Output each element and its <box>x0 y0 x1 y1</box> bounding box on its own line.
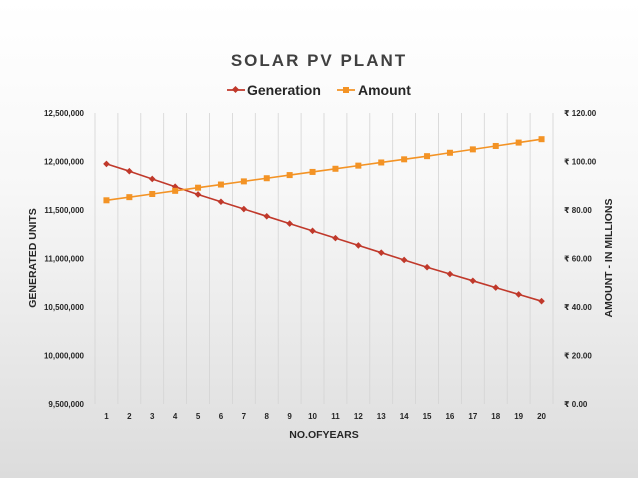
x-tick-label: 13 <box>377 412 386 421</box>
data-point-generation <box>538 297 545 305</box>
data-point-generation <box>332 234 339 242</box>
x-tick-label: 11 <box>331 412 340 421</box>
legend-generation-label: Generation <box>247 82 321 98</box>
x-tick-label: 18 <box>491 412 500 421</box>
data-point-generation <box>126 167 133 175</box>
y2-tick-label: ₹ 20.00 <box>564 352 592 361</box>
data-point-amount <box>446 149 453 156</box>
data-point-generation <box>309 227 316 235</box>
y2-tick-label: ₹ 100.00 <box>564 158 597 167</box>
data-point-generation <box>148 175 156 183</box>
data-point-amount <box>355 162 362 169</box>
data-point-generation <box>240 205 248 213</box>
y-tick-label: 10,500,000 <box>44 303 85 312</box>
y2-tick-label: ₹ 0.00 <box>564 400 588 409</box>
data-point-generation <box>217 198 225 206</box>
x-tick-label: 19 <box>514 412 523 421</box>
x-tick-label: 5 <box>196 412 201 421</box>
data-point-amount <box>332 165 339 172</box>
x-tick-label: 8 <box>265 412 270 421</box>
legend-amount-label: Amount <box>358 82 411 98</box>
data-point-amount <box>401 156 408 163</box>
y2-tick-label: ₹ 60.00 <box>564 255 592 264</box>
data-point-generation <box>377 249 385 256</box>
data-point-amount <box>309 168 316 175</box>
data-point-generation <box>194 191 202 198</box>
y2-tick-label: ₹ 80.00 <box>564 206 592 215</box>
x-axis-ticks: 1 2 3 4 5 6 7 8 9 10 11 12 13 14 15 16 17 18 19 20 <box>104 412 546 421</box>
x-tick-label: 15 <box>423 412 432 421</box>
x-tick-label: 2 <box>127 412 132 421</box>
data-point-amount <box>195 184 202 191</box>
data-point-amount <box>240 178 247 185</box>
data-point-amount <box>469 146 476 153</box>
data-point-amount <box>149 190 156 197</box>
x-tick-label: 6 <box>219 412 224 421</box>
x-axis-title: NO.OFYEARS <box>289 429 358 441</box>
x-tick-label: 3 <box>150 412 155 421</box>
data-point-amount <box>172 187 179 194</box>
data-point-generation <box>446 270 454 278</box>
data-point-amount <box>538 136 545 143</box>
left-axis-ticks: 12,500,000 12,000,000 11,500,000 11,000,000… <box>44 109 85 409</box>
y2-tick-label: ₹ 120.00 <box>564 109 597 118</box>
legend-amount-marker <box>343 87 349 93</box>
series <box>103 136 545 305</box>
data-point-amount <box>217 181 224 188</box>
gridlines <box>94 113 554 404</box>
data-point-generation <box>355 242 362 249</box>
y-tick-label: 11,000,000 <box>44 255 84 264</box>
data-point-amount <box>515 139 522 146</box>
x-tick-label: 9 <box>287 412 292 421</box>
legend: Generation Amount <box>227 82 411 98</box>
chart-title: SOLAR PV PLANT <box>231 51 407 70</box>
series-line-amount <box>106 138 542 202</box>
x-tick-label: 10 <box>308 412 317 421</box>
x-tick-label: 20 <box>537 412 546 421</box>
right-axis-ticks: ₹ 120.00 ₹ 100.00 ₹ 80.00 ₹ 60.00 ₹ 40.00 ₹ 2… <box>564 109 597 409</box>
x-tick-label: 17 <box>468 412 477 421</box>
y-tick-label: 11,500,000 <box>44 206 84 215</box>
data-point-generation <box>400 256 408 264</box>
data-point-amount <box>126 194 133 201</box>
data-point-generation <box>103 160 110 168</box>
data-point-generation <box>515 291 522 298</box>
data-point-amount <box>263 175 270 182</box>
data-point-generation <box>469 277 477 285</box>
y2-tick-label: ₹ 40.00 <box>564 303 592 312</box>
y-tick-label: 9,500,000 <box>48 400 84 409</box>
data-point-amount <box>424 153 431 160</box>
data-point-amount <box>492 142 499 149</box>
data-point-generation <box>492 284 500 291</box>
data-point-amount <box>378 159 385 166</box>
legend-generation-marker <box>231 85 240 94</box>
data-point-generation <box>423 263 431 271</box>
data-point-generation <box>263 213 271 220</box>
data-point-amount <box>286 172 293 179</box>
data-point-amount <box>103 197 110 204</box>
series-line-generation <box>106 163 542 302</box>
x-tick-label: 4 <box>173 412 178 421</box>
x-tick-label: 16 <box>445 412 454 421</box>
y-tick-label: 12,500,000 <box>44 109 85 118</box>
y2-axis-title: AMOUNT - IN MILLIONS <box>603 199 615 318</box>
y-tick-label: 12,000,000 <box>44 158 85 167</box>
y-axis-title: GENERATED UNITS <box>27 208 39 308</box>
x-tick-label: 1 <box>104 412 109 421</box>
x-tick-label: 7 <box>242 412 247 421</box>
data-point-generation <box>286 220 293 227</box>
x-tick-label: 12 <box>354 412 363 421</box>
x-tick-label: 14 <box>400 412 409 421</box>
y-tick-label: 10,000,000 <box>44 352 85 361</box>
